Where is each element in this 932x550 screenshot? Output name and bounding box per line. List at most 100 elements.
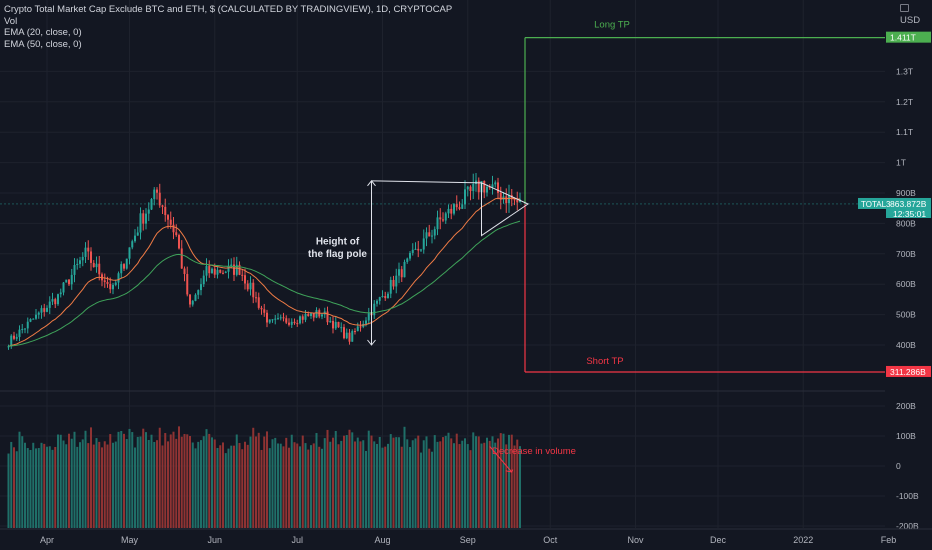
volume-bar (202, 436, 205, 528)
long-tp-tag-bg (886, 31, 931, 43)
candle-body (136, 232, 139, 236)
volume-bar (480, 443, 483, 528)
volume-bar (145, 432, 147, 528)
volume-bar (260, 449, 263, 528)
volume-bar (59, 434, 62, 528)
volume-bar (400, 446, 403, 528)
volume-bar (285, 437, 288, 528)
volume-bar (7, 453, 10, 528)
candle-body (343, 327, 345, 339)
candle-body (376, 300, 378, 304)
candle-body (79, 260, 81, 264)
volume-bar (131, 432, 134, 528)
volume-bar (340, 440, 343, 528)
volume-bar (24, 442, 26, 528)
candle-body (18, 329, 21, 338)
volume-bar (428, 448, 431, 528)
candle-body (431, 235, 433, 237)
candle-body (439, 217, 442, 220)
volume-bar (323, 438, 326, 528)
candle-body (194, 294, 197, 301)
candle-body (477, 180, 480, 193)
volume-tick: -100B (896, 491, 919, 501)
volume-bar (367, 430, 370, 528)
price-tick: 800B (896, 218, 916, 228)
volume-bar (513, 445, 516, 528)
candle-body (59, 292, 62, 295)
candle-body (469, 186, 472, 192)
candle-body (87, 247, 90, 252)
volume-bar (175, 438, 178, 528)
volume-bar (274, 437, 277, 528)
price-tick: 500B (896, 310, 916, 320)
volume-bar (290, 434, 293, 528)
volume-bar (293, 442, 296, 528)
volume-bar (362, 440, 365, 528)
ema20-line (8, 197, 521, 347)
legend-ema50[interactable]: EMA (50, close, 0) (4, 38, 82, 50)
volume-bar (219, 445, 222, 528)
volume-bar (73, 431, 76, 528)
legend-ema20[interactable]: EMA (20, close, 0) (4, 27, 82, 38)
candle-body (175, 232, 178, 236)
candle-body (68, 279, 70, 285)
candle-body (81, 256, 84, 261)
volume-bar (433, 435, 436, 528)
candle-body (73, 265, 76, 275)
volume-bar (469, 450, 472, 528)
volume-bar (477, 436, 480, 528)
volume-bar (450, 438, 453, 528)
candle-body (70, 274, 73, 285)
time-tick: Nov (627, 535, 644, 545)
short-tp-tag-bg (886, 365, 931, 377)
candle-body (458, 207, 461, 209)
volume-bar (106, 444, 109, 528)
candle-body (183, 268, 186, 275)
price-tick: 1.3T (896, 66, 913, 76)
volume-bar (43, 443, 46, 528)
volume-bar (453, 443, 455, 528)
volume-bar (125, 438, 128, 528)
candle-body (409, 252, 411, 259)
volume-bar (455, 433, 458, 528)
candle-body (433, 229, 436, 236)
candle-body (219, 269, 222, 273)
candle-body (436, 217, 439, 230)
volume-bar (164, 433, 167, 528)
volume-bar (46, 446, 48, 528)
legend-vol[interactable]: Vol (4, 15, 18, 27)
volume-bar (409, 447, 411, 528)
candle-body (57, 294, 59, 305)
volume-bar (376, 443, 378, 528)
time-tick: Oct (543, 535, 558, 545)
legend-title: Crypto Total Market Cap Exclude BTC and … (4, 4, 453, 15)
volume-bar (257, 432, 260, 528)
candle-body (7, 346, 10, 348)
volume-bar (505, 444, 508, 528)
volume-bar (205, 429, 208, 528)
price-tick: 600B (896, 279, 916, 289)
candle-body (513, 199, 516, 201)
currency-label[interactable]: USD (900, 4, 932, 26)
candle-body (321, 314, 323, 317)
volume-bar (246, 444, 249, 528)
candle-body (222, 272, 224, 274)
candle-body (40, 308, 43, 313)
volume-bar (321, 448, 323, 528)
candle-body (213, 268, 216, 275)
candle-body (252, 282, 255, 298)
volume-bar (301, 435, 304, 528)
volume-bar (444, 435, 447, 528)
volume-bar (266, 431, 268, 528)
candle-body (46, 307, 48, 312)
candle-body (178, 235, 180, 249)
candle-body (444, 213, 447, 221)
volume-bar (497, 438, 499, 528)
candle-body (230, 264, 233, 266)
candle-body (392, 279, 395, 287)
candle-body (191, 300, 194, 305)
volume-bar (158, 427, 161, 528)
candle-body (345, 332, 348, 339)
candle-body (90, 251, 92, 263)
